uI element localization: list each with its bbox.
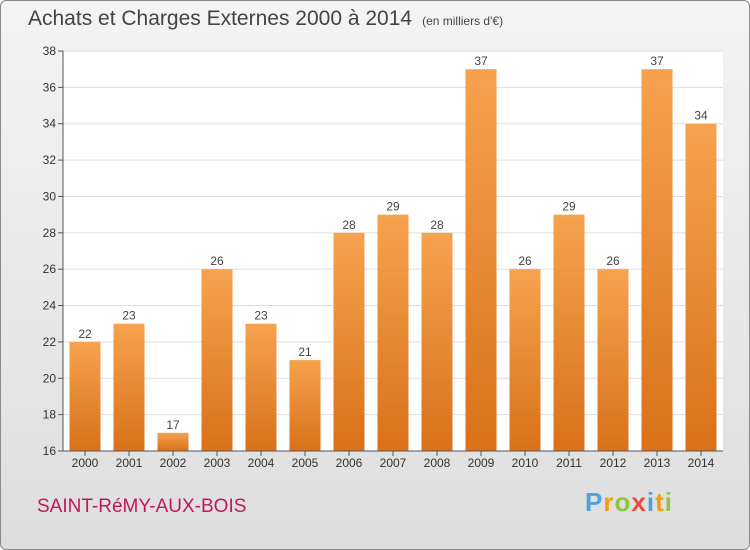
- data-label: 26: [606, 254, 620, 268]
- logo-letter: i: [664, 487, 673, 517]
- x-tick-label: 2013: [644, 456, 671, 470]
- bar-2012: [597, 269, 629, 451]
- x-tick-label: 2010: [512, 456, 539, 470]
- x-tick-label: 2003: [204, 456, 231, 470]
- data-label: 26: [518, 254, 532, 268]
- bar-2013: [641, 69, 673, 451]
- bar-2010: [509, 269, 541, 451]
- y-tick-label: 22: [43, 335, 57, 349]
- logo-letter: r: [603, 487, 615, 517]
- bar-2007: [377, 214, 409, 451]
- bar-2001: [113, 323, 145, 451]
- bar-2009: [465, 69, 497, 451]
- data-label: 29: [562, 200, 576, 214]
- logo-letter: t: [655, 487, 665, 517]
- y-tick-label: 38: [43, 44, 57, 58]
- data-label: 26: [210, 254, 224, 268]
- x-tick-label: 2000: [72, 456, 99, 470]
- bar-2003: [201, 269, 233, 451]
- y-tick-label: 34: [43, 117, 57, 131]
- y-tick-label: 28: [43, 226, 57, 240]
- x-axis: 2000 2001 2002 2003 2004 2005 2006 2007 2008 2009…: [63, 450, 723, 470]
- chart-title: Achats et Charges Externes 2000 à 2014 (e…: [28, 7, 503, 31]
- data-label: 23: [254, 309, 268, 323]
- bar-2000: [69, 341, 101, 451]
- x-tick-label: 2002: [160, 456, 187, 470]
- data-label: 29: [386, 200, 400, 214]
- logo-letter: o: [614, 487, 632, 517]
- bars: [69, 69, 717, 452]
- data-label: 37: [474, 54, 488, 68]
- bar-2008: [421, 232, 453, 451]
- x-tick-label: 2012: [600, 456, 627, 470]
- logo-letter: i: [646, 487, 656, 517]
- y-axis: 16 18 20 22 24 26 28 30 32 34 36 38: [43, 44, 64, 458]
- data-label: 34: [694, 109, 708, 123]
- y-tick-label: 18: [43, 408, 57, 422]
- bar-2005: [289, 360, 321, 451]
- data-label: 17: [166, 418, 180, 432]
- y-tick-label: 20: [43, 371, 57, 385]
- x-tick-label: 2006: [336, 456, 363, 470]
- logo-letter: x: [631, 487, 647, 517]
- bar-2004: [245, 323, 277, 451]
- x-tick-label: 2007: [380, 456, 407, 470]
- bar-2006: [333, 232, 365, 451]
- data-label: 21: [298, 345, 312, 359]
- y-tick-label: 36: [43, 80, 57, 94]
- data-labels: 22 23 17 26 23 21 28 29 28 37 26 29 26 37 34: [78, 54, 708, 432]
- data-label: 22: [78, 327, 92, 341]
- y-tick-label: 26: [43, 262, 57, 276]
- bar-2002: [157, 432, 189, 451]
- commune-name: SAINT-RéMY-AUX-BOIS: [37, 496, 247, 517]
- data-label: 28: [430, 218, 444, 232]
- bar-2011: [553, 214, 585, 451]
- bar-2014: [685, 123, 717, 452]
- data-label: 23: [122, 309, 136, 323]
- x-tick-label: 2005: [292, 456, 319, 470]
- x-tick-label: 2011: [556, 456, 582, 470]
- y-tick-label: 30: [43, 189, 57, 203]
- unit-label: (en milliers d'€): [422, 14, 504, 28]
- x-tick-label: 2009: [468, 456, 495, 470]
- x-tick-label: 2001: [116, 456, 143, 470]
- y-tick-label: 16: [43, 444, 57, 458]
- data-label: 28: [342, 218, 356, 232]
- chart-title-text: Achats et Charges Externes 2000 à 2014: [28, 7, 413, 30]
- y-tick-label: 32: [43, 153, 57, 167]
- data-label: 37: [650, 54, 664, 68]
- proxiti-logo: Proxiti: [585, 487, 673, 518]
- y-tick-label: 24: [43, 299, 57, 313]
- logo-letter: P: [585, 487, 604, 517]
- x-tick-label: 2014: [688, 456, 715, 470]
- x-tick-label: 2004: [248, 456, 275, 470]
- x-tick-label: 2008: [424, 456, 451, 470]
